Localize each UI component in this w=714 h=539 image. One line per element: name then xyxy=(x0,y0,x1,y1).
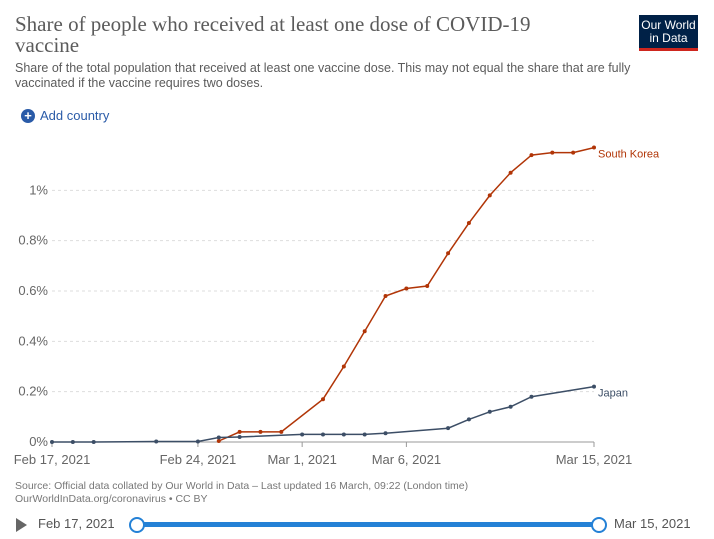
data-point-south-korea xyxy=(258,429,263,434)
x-tick-label: Mar 1, 2021 xyxy=(267,452,336,467)
timeline-track[interactable] xyxy=(136,522,598,527)
play-icon[interactable] xyxy=(16,518,27,532)
data-point-south-korea xyxy=(466,221,471,226)
series-line-japan xyxy=(52,385,595,443)
source-note: Source: Official data collated by Our Wo… xyxy=(15,480,469,492)
series-label-japan: Japan xyxy=(598,388,628,400)
data-point-south-korea xyxy=(550,150,555,155)
data-point-japan xyxy=(154,439,159,444)
chart-footer: Source: Official data collated by Our Wo… xyxy=(15,480,468,506)
x-tick-label: Feb 24, 2021 xyxy=(160,452,237,467)
chart-series: South Korea Japan xyxy=(50,145,660,444)
data-point-japan xyxy=(341,432,346,437)
data-point-south-korea xyxy=(446,251,451,256)
series-south-korea: South Korea xyxy=(216,145,660,443)
data-point-south-korea xyxy=(362,329,367,334)
data-point-japan xyxy=(216,435,221,440)
y-tick-label: 0.4% xyxy=(18,333,48,348)
timeline-start-handle[interactable] xyxy=(129,517,145,533)
timeline: Feb 17, 2021 Mar 15, 2021 xyxy=(0,512,714,538)
chart-grid xyxy=(52,189,594,393)
y-tick-label: 0.8% xyxy=(18,233,48,248)
y-tick-label: 0.6% xyxy=(18,283,48,298)
data-point-south-korea xyxy=(592,145,596,150)
data-point-japan xyxy=(529,394,534,399)
y-tick-label: 0% xyxy=(29,434,48,449)
x-tick-label: Mar 15, 2021 xyxy=(556,452,633,467)
x-axis: Feb 17, 2021 Feb 24, 2021 Mar 1, 2021 Mar 6… xyxy=(14,441,633,467)
data-point-south-korea xyxy=(341,364,346,369)
data-point-south-korea xyxy=(571,150,576,155)
x-tick-label: Feb 17, 2021 xyxy=(14,452,91,467)
data-point-south-korea xyxy=(279,429,284,434)
data-point-japan xyxy=(91,440,96,444)
timeline-start-label: Feb 17, 2021 xyxy=(38,516,115,531)
x-tick-label: Mar 6, 2021 xyxy=(372,452,441,467)
data-point-south-korea xyxy=(237,429,242,434)
data-point-south-korea xyxy=(529,153,534,158)
data-point-south-korea xyxy=(508,170,513,175)
data-point-south-korea xyxy=(383,294,388,299)
data-point-south-korea xyxy=(216,438,221,443)
owid-logo[interactable]: Our World in Data xyxy=(639,15,698,51)
add-circle-icon: + xyxy=(21,108,35,123)
add-country-button[interactable]: + Add country xyxy=(21,108,109,123)
data-point-japan xyxy=(508,404,513,409)
data-point-japan xyxy=(362,432,367,437)
data-point-japan xyxy=(592,384,596,389)
data-point-japan xyxy=(237,434,242,439)
logo-line1: Our World xyxy=(641,18,696,32)
y-axis: 0% 0.2% 0.4% 0.6% 0.8% 1% xyxy=(18,182,48,449)
timeline-end-label: Mar 15, 2021 xyxy=(614,516,691,531)
data-point-japan xyxy=(446,426,451,431)
series-japan: Japan xyxy=(50,384,628,444)
data-point-south-korea xyxy=(487,193,492,198)
data-point-south-korea xyxy=(321,397,325,402)
license-note: OurWorldInData.org/coronavirus • CC BY xyxy=(15,493,208,505)
logo-line2: in Data xyxy=(649,31,688,45)
chart-subtitle: Share of the total population that recei… xyxy=(15,61,631,90)
series-label-south-korea: South Korea xyxy=(598,149,660,161)
timeline-end-handle[interactable] xyxy=(591,517,607,533)
data-point-japan xyxy=(50,440,54,444)
data-point-japan xyxy=(70,440,75,444)
data-point-japan xyxy=(383,431,388,436)
y-tick-label: 1% xyxy=(29,182,48,197)
data-point-japan xyxy=(466,417,471,422)
data-point-japan xyxy=(300,432,305,437)
data-point-japan xyxy=(321,432,325,437)
chart-title: Share of people who received at least on… xyxy=(15,12,531,57)
data-point-south-korea xyxy=(404,286,409,291)
data-point-japan xyxy=(487,409,492,414)
data-point-japan xyxy=(195,439,200,444)
y-tick-label: 0.2% xyxy=(18,384,48,399)
add-country-label: Add country xyxy=(40,108,110,123)
data-point-south-korea xyxy=(425,283,430,288)
series-line-south-korea xyxy=(218,146,595,442)
